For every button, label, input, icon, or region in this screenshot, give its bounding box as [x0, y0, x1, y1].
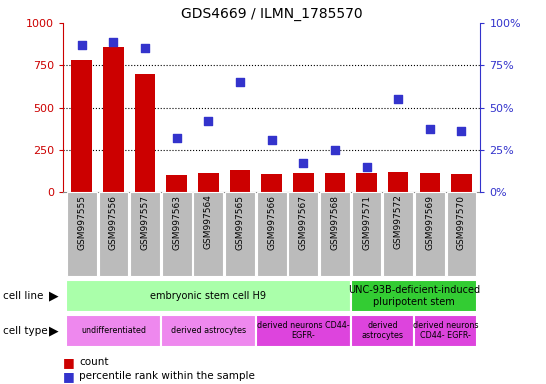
Text: derived
astrocytes: derived astrocytes	[361, 321, 403, 340]
Bar	[230, 170, 250, 192]
Bar	[262, 174, 282, 192]
Bar	[135, 74, 156, 192]
Text: UNC-93B-deficient-induced
pluripotent stem: UNC-93B-deficient-induced pluripotent st…	[348, 285, 480, 307]
Text: GSM997570: GSM997570	[457, 195, 466, 250]
Text: count: count	[79, 357, 109, 367]
Bar	[325, 174, 345, 192]
FancyBboxPatch shape	[447, 192, 476, 276]
Text: embryonic stem cell H9: embryonic stem cell H9	[150, 291, 266, 301]
FancyBboxPatch shape	[225, 192, 255, 276]
Text: GSM997566: GSM997566	[267, 195, 276, 250]
Point	[299, 160, 307, 166]
FancyBboxPatch shape	[66, 315, 161, 346]
Text: GSM997556: GSM997556	[109, 195, 118, 250]
Bar	[72, 60, 92, 192]
Point	[425, 126, 434, 132]
Title: GDS4669 / ILMN_1785570: GDS4669 / ILMN_1785570	[181, 7, 363, 21]
Bar	[198, 174, 218, 192]
FancyBboxPatch shape	[130, 192, 160, 276]
Bar	[451, 174, 472, 192]
Text: GSM997572: GSM997572	[394, 195, 403, 250]
FancyBboxPatch shape	[162, 192, 192, 276]
Point	[109, 38, 118, 45]
FancyBboxPatch shape	[193, 192, 223, 276]
FancyBboxPatch shape	[256, 315, 351, 346]
Point	[78, 42, 86, 48]
Text: undifferentiated: undifferentiated	[81, 326, 146, 335]
Text: GSM997564: GSM997564	[204, 195, 213, 250]
Text: GSM997569: GSM997569	[425, 195, 435, 250]
Text: GSM997567: GSM997567	[299, 195, 308, 250]
FancyBboxPatch shape	[415, 192, 445, 276]
Text: GSM997557: GSM997557	[140, 195, 150, 250]
FancyBboxPatch shape	[351, 280, 477, 312]
FancyBboxPatch shape	[414, 315, 477, 346]
Point	[204, 118, 213, 124]
FancyBboxPatch shape	[161, 315, 256, 346]
Text: ■: ■	[63, 356, 75, 369]
FancyBboxPatch shape	[67, 192, 97, 276]
FancyBboxPatch shape	[320, 192, 350, 276]
FancyBboxPatch shape	[98, 192, 128, 276]
Text: GSM997565: GSM997565	[235, 195, 245, 250]
Text: derived astrocytes: derived astrocytes	[171, 326, 246, 335]
Point	[394, 96, 402, 102]
Text: GSM997555: GSM997555	[78, 195, 86, 250]
Bar	[103, 47, 124, 192]
Text: percentile rank within the sample: percentile rank within the sample	[79, 371, 255, 381]
Text: GSM997563: GSM997563	[172, 195, 181, 250]
Point	[362, 164, 371, 170]
Text: GSM997571: GSM997571	[362, 195, 371, 250]
FancyBboxPatch shape	[352, 192, 382, 276]
FancyBboxPatch shape	[288, 192, 318, 276]
Text: cell line: cell line	[3, 291, 43, 301]
Bar	[419, 174, 440, 192]
Point	[330, 147, 339, 153]
Text: ▶: ▶	[49, 290, 58, 303]
Point	[457, 128, 466, 134]
Bar	[388, 172, 408, 192]
FancyBboxPatch shape	[257, 192, 287, 276]
Text: derived neurons CD44-
EGFR-: derived neurons CD44- EGFR-	[257, 321, 349, 340]
Point	[141, 45, 150, 51]
Point	[236, 79, 245, 85]
Bar	[357, 174, 377, 192]
Point	[173, 135, 181, 141]
FancyBboxPatch shape	[351, 315, 414, 346]
FancyBboxPatch shape	[383, 192, 413, 276]
FancyBboxPatch shape	[66, 280, 351, 312]
Point	[268, 137, 276, 143]
Text: ■: ■	[63, 370, 75, 383]
Text: GSM997568: GSM997568	[330, 195, 340, 250]
Text: derived neurons
CD44- EGFR-: derived neurons CD44- EGFR-	[413, 321, 478, 340]
Bar	[167, 175, 187, 192]
Text: cell type: cell type	[3, 326, 48, 336]
Text: ▶: ▶	[49, 324, 58, 337]
Bar	[293, 174, 313, 192]
